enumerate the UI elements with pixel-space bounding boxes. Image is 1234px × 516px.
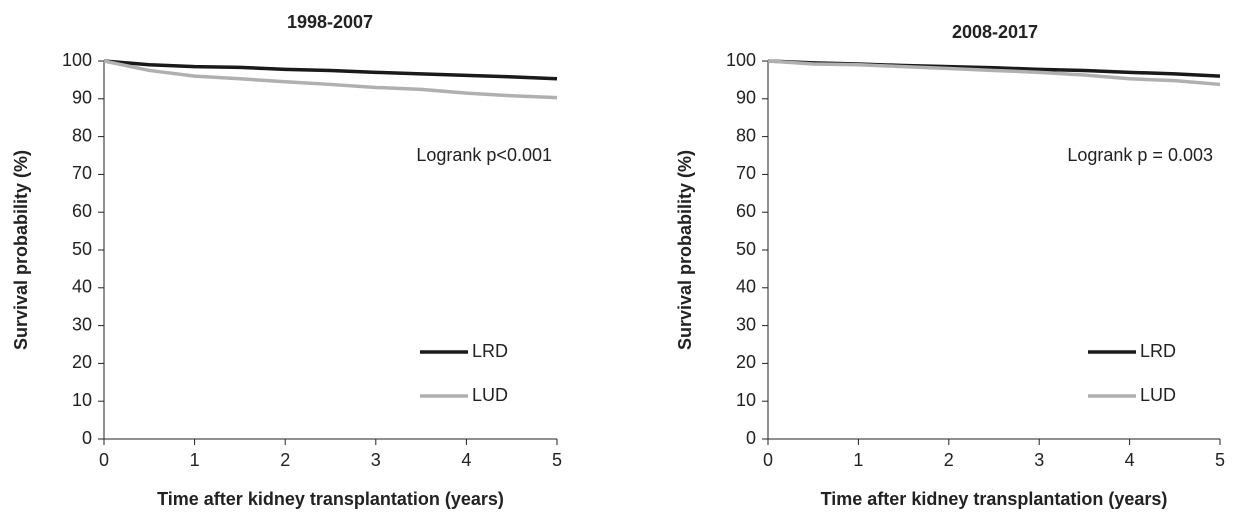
y-tick-label: 90 <box>72 88 92 108</box>
y-tick-label: 70 <box>72 163 92 183</box>
x-tick-label: 2 <box>280 450 290 470</box>
chart-title: 1998-2007 <box>287 12 373 32</box>
x-tick-label: 3 <box>1034 450 1044 470</box>
y-tick-label: 100 <box>726 50 756 70</box>
legend-label: LUD <box>1140 385 1176 405</box>
chart-title: 2008-2017 <box>952 22 1038 42</box>
x-tick-label: 5 <box>1215 450 1225 470</box>
y-tick-label: 20 <box>736 352 756 372</box>
y-tick-label: 50 <box>736 239 756 259</box>
y-axis-label: Survival probability (%) <box>11 150 31 350</box>
y-tick-label: 40 <box>736 277 756 297</box>
x-tick-label: 1 <box>853 450 863 470</box>
x-tick-label: 1 <box>190 450 200 470</box>
x-tick-label: 0 <box>99 450 109 470</box>
survival-line <box>103 59 558 81</box>
y-tick-label: 100 <box>62 50 92 70</box>
x-axis-label: Time after kidney transplantation (years… <box>821 489 1168 509</box>
y-tick-label: 0 <box>746 428 756 448</box>
y-tick-label: 10 <box>72 390 92 410</box>
x-tick-label: 2 <box>944 450 954 470</box>
x-tick-label: 4 <box>1125 450 1135 470</box>
x-tick-label: 3 <box>371 450 381 470</box>
y-tick-label: 20 <box>72 352 92 372</box>
survival-line <box>103 59 558 100</box>
y-tick-label: 70 <box>736 163 756 183</box>
legend-label: LRD <box>1140 341 1176 361</box>
y-tick-label: 30 <box>72 314 92 334</box>
y-tick-label: 80 <box>736 125 756 145</box>
legend-label: LUD <box>472 385 508 405</box>
x-tick-label: 0 <box>763 450 773 470</box>
annotation: Logrank p = 0.003 <box>1067 145 1213 165</box>
x-axis-label: Time after kidney transplantation (years… <box>157 489 504 509</box>
x-tick-label: 5 <box>552 450 562 470</box>
y-tick-label: 10 <box>736 390 756 410</box>
legend-label: LRD <box>472 341 508 361</box>
y-tick-label: 50 <box>72 239 92 259</box>
y-tick-label: 80 <box>72 125 92 145</box>
y-axis-label: Survival probability (%) <box>675 150 695 350</box>
y-tick-label: 40 <box>72 277 92 297</box>
survival-line <box>767 59 1221 87</box>
y-tick-label: 0 <box>82 428 92 448</box>
y-tick-label: 90 <box>736 88 756 108</box>
y-tick-label: 60 <box>736 201 756 221</box>
x-tick-label: 4 <box>461 450 471 470</box>
y-tick-label: 60 <box>72 201 92 221</box>
annotation: Logrank p<0.001 <box>416 145 552 165</box>
y-tick-label: 30 <box>736 314 756 334</box>
